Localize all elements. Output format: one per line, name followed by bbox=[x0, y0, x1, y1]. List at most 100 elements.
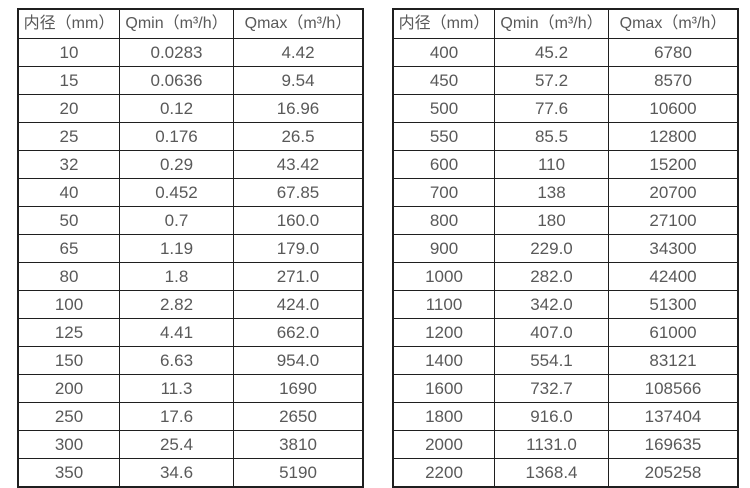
table-cell: 2650 bbox=[233, 402, 364, 431]
table-cell: 0.12 bbox=[119, 94, 234, 123]
table-cell: 11.3 bbox=[119, 374, 234, 403]
table-cell: 554.1 bbox=[494, 346, 609, 375]
table-cell: 4.42 bbox=[233, 38, 364, 67]
table-cell: 125 bbox=[17, 318, 120, 347]
table-cell: 27100 bbox=[608, 206, 739, 235]
table-row: 400 45.2 6780 bbox=[392, 38, 739, 67]
table-cell: 271.0 bbox=[233, 262, 364, 291]
table-cell: 0.7 bbox=[119, 206, 234, 235]
table-cell: 250 bbox=[17, 402, 120, 431]
table-row: 25 0.176 26.5 bbox=[17, 122, 364, 151]
table-row: 20 0.12 16.96 bbox=[17, 94, 364, 123]
table-cell: 67.85 bbox=[233, 178, 364, 207]
table-cell: 10 bbox=[17, 38, 120, 67]
table-cell: 4.41 bbox=[119, 318, 234, 347]
table-row: 900 229.0 34300 bbox=[392, 234, 739, 263]
table-row: 1800 916.0 137404 bbox=[392, 402, 739, 431]
table-cell: 179.0 bbox=[233, 234, 364, 263]
table-cell: 916.0 bbox=[494, 402, 609, 431]
table-cell: 25.4 bbox=[119, 430, 234, 459]
table-cell: 9.54 bbox=[233, 66, 364, 95]
table-row: 15 0.0636 9.54 bbox=[17, 66, 364, 95]
table-cell: 1800 bbox=[392, 402, 495, 431]
table-row: 40 0.452 67.85 bbox=[17, 178, 364, 207]
table-cell: 26.5 bbox=[233, 122, 364, 151]
table-cell: 1100 bbox=[392, 290, 495, 319]
table-row: 65 1.19 179.0 bbox=[17, 234, 364, 263]
table-cell: 300 bbox=[17, 430, 120, 459]
table-row: 125 4.41 662.0 bbox=[17, 318, 364, 347]
table-cell: 20 bbox=[17, 94, 120, 123]
table-cell: 150 bbox=[17, 346, 120, 375]
table-row: 1000 282.0 42400 bbox=[392, 262, 739, 291]
column-header: Qmax（m³/h） bbox=[608, 8, 739, 39]
table-cell: 77.6 bbox=[494, 94, 609, 123]
table-cell: 954.0 bbox=[233, 346, 364, 375]
table-cell: 3810 bbox=[233, 430, 364, 459]
table-cell: 1.19 bbox=[119, 234, 234, 263]
table-row: 100 2.82 424.0 bbox=[17, 290, 364, 319]
table-row: 80 1.8 271.0 bbox=[17, 262, 364, 291]
table-cell: 42400 bbox=[608, 262, 739, 291]
table-cell: 2.82 bbox=[119, 290, 234, 319]
table-cell: 200 bbox=[17, 374, 120, 403]
table-row: 500 77.6 10600 bbox=[392, 94, 739, 123]
table-row: 1200 407.0 61000 bbox=[392, 318, 739, 347]
table-cell: 342.0 bbox=[494, 290, 609, 319]
table-cell: 83121 bbox=[608, 346, 739, 375]
table-cell: 0.0283 bbox=[119, 38, 234, 67]
table-cell: 169635 bbox=[608, 430, 739, 459]
header-row: 内径（mm） Qmin（m³/h） Qmax（m³/h） bbox=[17, 8, 364, 39]
table-cell: 20700 bbox=[608, 178, 739, 207]
table-cell: 1000 bbox=[392, 262, 495, 291]
column-header: Qmax（m³/h） bbox=[233, 8, 364, 39]
column-header: 内径（mm） bbox=[392, 8, 495, 39]
table-cell: 450 bbox=[392, 66, 495, 95]
table-cell: 40 bbox=[17, 178, 120, 207]
table-row: 600 110 15200 bbox=[392, 150, 739, 179]
table-cell: 180 bbox=[494, 206, 609, 235]
flow-table-large-diameters: 内径（mm） Qmin（m³/h） Qmax（m³/h） 400 45.2 6780 450… bbox=[392, 8, 739, 488]
table-row: 50 0.7 160.0 bbox=[17, 206, 364, 235]
table-cell: 137404 bbox=[608, 402, 739, 431]
column-header: 内径（mm） bbox=[17, 8, 120, 39]
table-cell: 1200 bbox=[392, 318, 495, 347]
table-cell: 1600 bbox=[392, 374, 495, 403]
table-cell: 900 bbox=[392, 234, 495, 263]
table-cell: 550 bbox=[392, 122, 495, 151]
table-cell: 17.6 bbox=[119, 402, 234, 431]
table-row: 450 57.2 8570 bbox=[392, 66, 739, 95]
table-row: 1400 554.1 83121 bbox=[392, 346, 739, 375]
table-cell: 0.176 bbox=[119, 122, 234, 151]
table-row: 1100 342.0 51300 bbox=[392, 290, 739, 319]
table-row: 800 180 27100 bbox=[392, 206, 739, 235]
table-cell: 6.63 bbox=[119, 346, 234, 375]
table-cell: 2000 bbox=[392, 430, 495, 459]
table-cell: 57.2 bbox=[494, 66, 609, 95]
table-cell: 8570 bbox=[608, 66, 739, 95]
table-cell: 0.29 bbox=[119, 150, 234, 179]
table-cell: 0.452 bbox=[119, 178, 234, 207]
table-cell: 700 bbox=[392, 178, 495, 207]
table-cell: 32 bbox=[17, 150, 120, 179]
table-cell: 138 bbox=[494, 178, 609, 207]
table-cell: 400 bbox=[392, 38, 495, 67]
table-cell: 61000 bbox=[608, 318, 739, 347]
table-cell: 424.0 bbox=[233, 290, 364, 319]
column-header: Qmin（m³/h） bbox=[494, 8, 609, 39]
table-cell: 25 bbox=[17, 122, 120, 151]
table-cell: 0.0636 bbox=[119, 66, 234, 95]
table-cell: 45.2 bbox=[494, 38, 609, 67]
table-cell: 1.8 bbox=[119, 262, 234, 291]
table-cell: 100 bbox=[17, 290, 120, 319]
table-cell: 15200 bbox=[608, 150, 739, 179]
table-row: 200 11.3 1690 bbox=[17, 374, 364, 403]
table-cell: 16.96 bbox=[233, 94, 364, 123]
table-cell: 12800 bbox=[608, 122, 739, 151]
table-cell: 34300 bbox=[608, 234, 739, 263]
table-cell: 15 bbox=[17, 66, 120, 95]
table-row: 150 6.63 954.0 bbox=[17, 346, 364, 375]
table-cell: 10600 bbox=[608, 94, 739, 123]
table-cell: 662.0 bbox=[233, 318, 364, 347]
